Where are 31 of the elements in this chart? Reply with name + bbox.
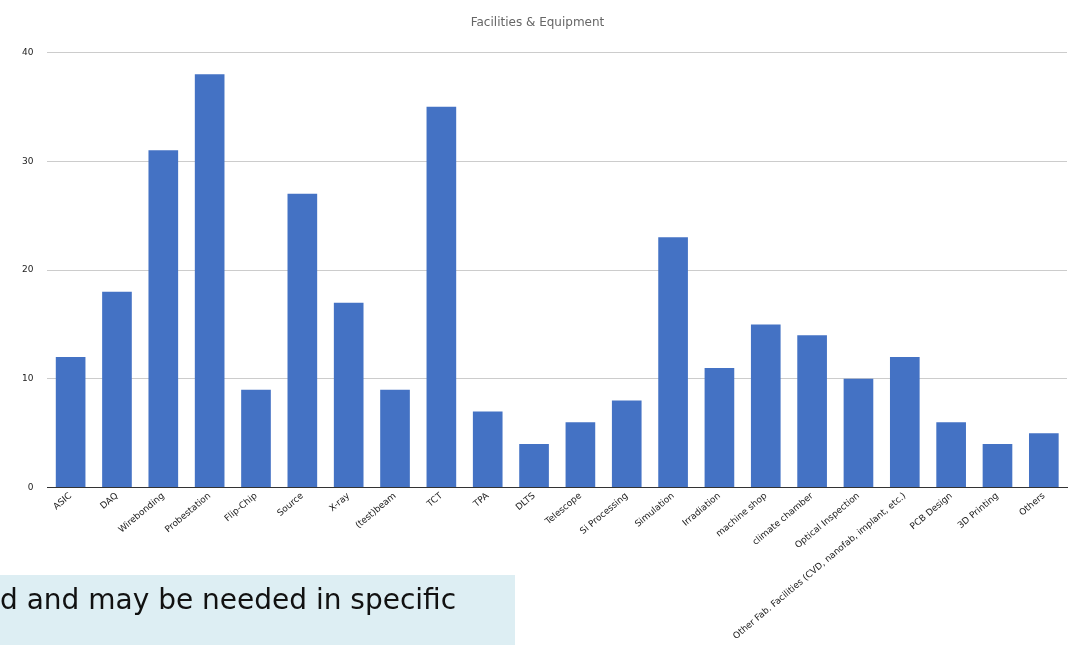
- bar: [843, 378, 874, 488]
- bar: [982, 444, 1013, 488]
- bar: [241, 389, 271, 488]
- y-tick-label: 0: [27, 481, 34, 492]
- y-tick-label: 30: [22, 155, 34, 166]
- bar: [704, 367, 735, 488]
- bar: [1029, 433, 1059, 488]
- bar: [194, 74, 225, 488]
- bar: [380, 389, 410, 488]
- bar: [611, 400, 642, 488]
- bar: [889, 357, 920, 488]
- bar: [426, 106, 457, 488]
- chart-title: Facilities & Equipment: [470, 15, 605, 30]
- y-tick-label: 40: [22, 46, 34, 57]
- bar: [565, 422, 596, 488]
- bar: [472, 411, 503, 488]
- bar: [333, 302, 364, 488]
- bar: [148, 150, 179, 488]
- text: d and may be needed in specific: [0, 575, 515, 645]
- bar: [658, 237, 688, 488]
- bar: [55, 357, 86, 488]
- x-tick-label: TCT: [424, 490, 445, 510]
- bar: [750, 324, 781, 488]
- y-tick-label: 10: [22, 373, 34, 384]
- bar: [287, 193, 318, 488]
- bar: [102, 291, 132, 488]
- bar: [519, 444, 549, 488]
- bar: [797, 335, 827, 488]
- y-tick-label: 20: [22, 264, 34, 275]
- x-tick-label: TPA: [470, 489, 492, 510]
- bar: [936, 422, 966, 488]
